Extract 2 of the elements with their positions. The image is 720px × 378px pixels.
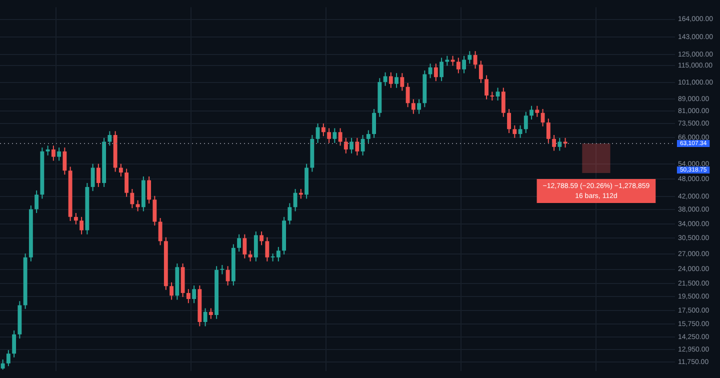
candlestick xyxy=(220,265,224,274)
candlestick xyxy=(490,92,494,100)
